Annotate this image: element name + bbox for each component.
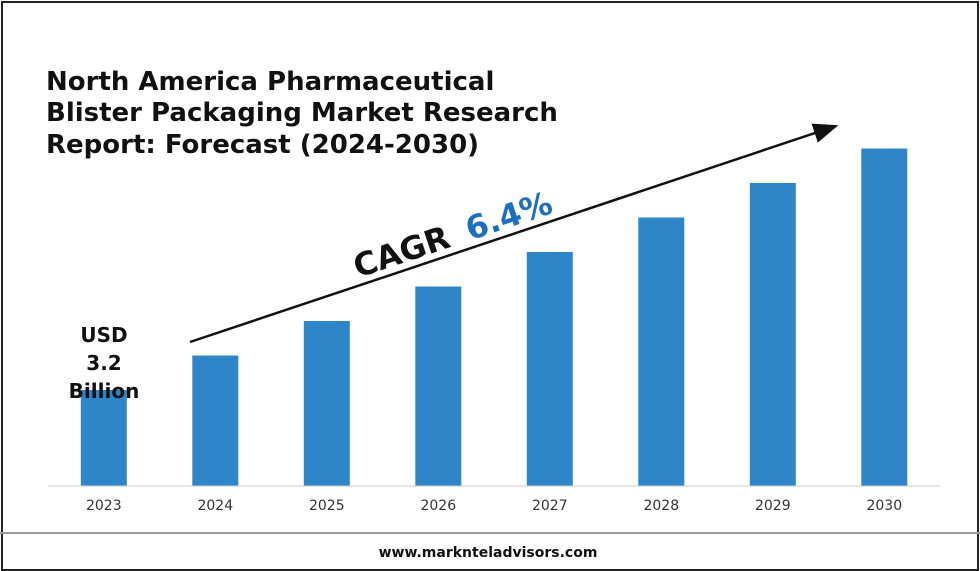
x-tick-2029: 2029 — [755, 498, 791, 514]
title-line-2: Blister Packaging Market Research — [46, 98, 558, 128]
x-tick-2028: 2028 — [643, 498, 679, 514]
bar-2023 — [80, 390, 127, 486]
cagr-value: 6.4% — [461, 184, 557, 248]
x-tick-2026: 2026 — [420, 498, 456, 514]
value-label-line-1: USD — [80, 323, 127, 347]
bar-2024 — [192, 355, 239, 486]
footer-url: www.marknteladvisors.com — [379, 545, 598, 561]
value-label-line-2: 3.2 — [86, 351, 121, 375]
x-tick-2030: 2030 — [866, 498, 902, 514]
x-tick-2024: 2024 — [197, 498, 233, 514]
bar-2028 — [638, 217, 685, 486]
x-tick-2023: 2023 — [86, 498, 122, 514]
bar-2030 — [861, 148, 908, 486]
chart-title: North America Pharmaceutical Blister Pac… — [46, 67, 558, 160]
bars-group — [80, 148, 908, 486]
bar-2026 — [415, 286, 462, 486]
bar-2029 — [749, 183, 796, 486]
x-tick-labels: 2023 2024 2025 2026 2027 2028 2029 2030 — [86, 498, 902, 514]
x-tick-2025: 2025 — [309, 498, 345, 514]
first-bar-value-label: USD 3.2 Billion — [69, 323, 140, 403]
title-line-3: Report: Forecast (2024-2030) — [46, 130, 479, 160]
x-tick-2027: 2027 — [532, 498, 568, 514]
title-line-1: North America Pharmaceutical — [46, 67, 494, 97]
growth-arrow — [189, 123, 839, 344]
bar-2027 — [526, 252, 573, 486]
bar-2025 — [303, 321, 350, 486]
cagr-annotation: CAGR 6.4% — [348, 184, 556, 286]
cagr-prefix: CAGR — [348, 218, 454, 285]
value-label-line-3: Billion — [69, 379, 140, 403]
